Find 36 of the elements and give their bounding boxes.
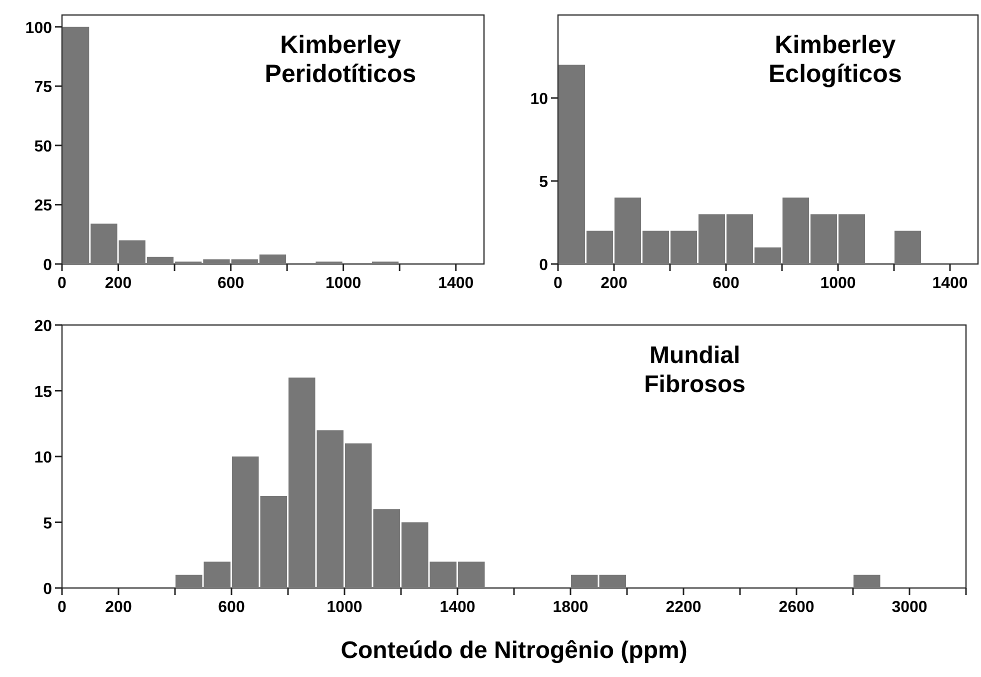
y-tick-label: 20 [34, 318, 52, 335]
y-tick-label: 75 [34, 79, 52, 96]
y-tick-label: 15 [34, 384, 52, 401]
x-tick-label: 600 [218, 599, 245, 616]
y-tick-label: 5 [43, 515, 52, 532]
x-tick-label: 200 [600, 275, 628, 292]
x-tick-label: 1000 [326, 275, 362, 292]
y-tick-label: 0 [43, 257, 52, 274]
x-tick-label: 0 [58, 599, 67, 616]
x-tick-label: 0 [58, 275, 67, 292]
x-tick-label: 200 [104, 275, 132, 292]
x-tick-label: 1000 [326, 599, 362, 616]
text: Kimberley Peridotíticos [264, 31, 416, 88]
y-tick-label: 100 [25, 20, 52, 37]
x-axis-title: Conteúdo de Nitrogênio (ppm) [340, 637, 688, 664]
x-tick-label: 1800 [552, 599, 588, 616]
x-tick-label: 2600 [778, 599, 814, 616]
x-tick-label: 3000 [892, 599, 928, 616]
x-tick-label: 1400 [932, 275, 968, 292]
text: Mundial Fibrosos [644, 342, 746, 398]
x-tick-label: 2200 [666, 599, 702, 616]
y-tick-label: 0 [43, 581, 52, 598]
y-tick-label: 5 [539, 174, 548, 191]
x-tick-label: 600 [217, 275, 244, 292]
y-tick-label: 0 [539, 257, 548, 274]
x-tick-label: 1400 [440, 599, 476, 616]
text: Kimberley Eclogíticos [768, 31, 902, 88]
x-tick-label: 1400 [438, 275, 474, 292]
x-tick-label: 1000 [820, 275, 856, 292]
x-tick-label: 200 [105, 599, 132, 616]
y-tick-label: 10 [530, 91, 548, 108]
x-tick-label: 0 [554, 275, 563, 292]
y-tick-label: 50 [34, 138, 52, 156]
y-tick-label: 25 [34, 198, 52, 215]
x-tick-label: 600 [712, 275, 740, 292]
y-tick-label: 10 [34, 450, 52, 466]
